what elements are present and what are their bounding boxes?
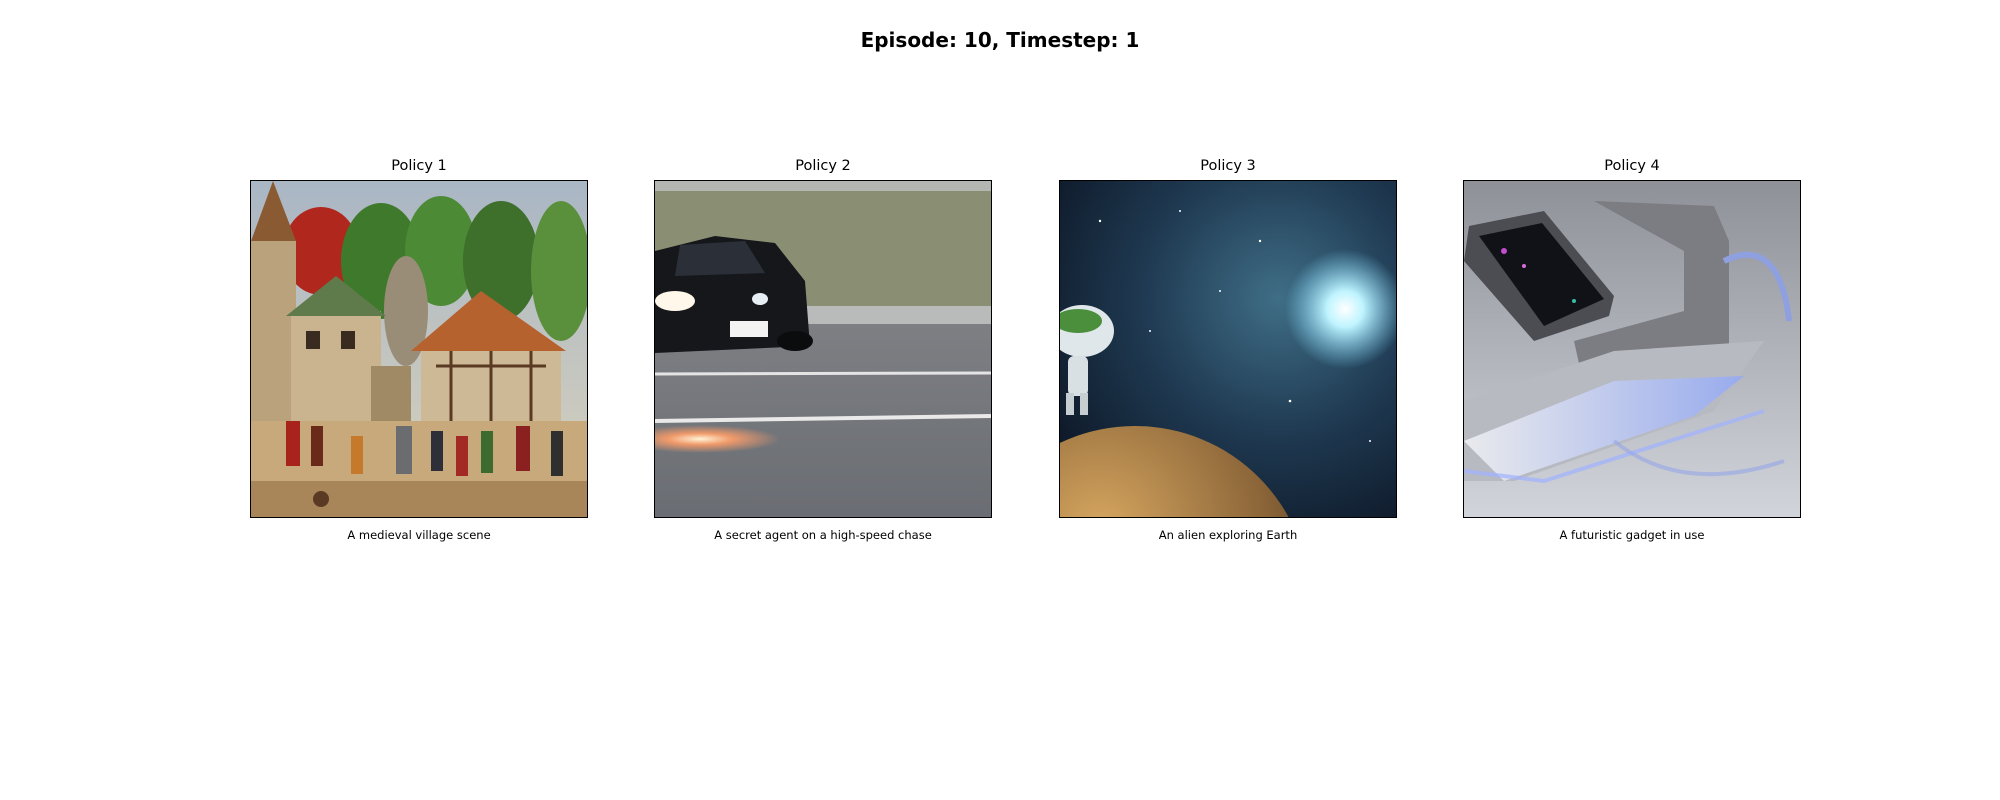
medieval-village-painting-image	[251, 181, 587, 517]
panel-caption-policy-4: A futuristic gadget in use	[1559, 528, 1705, 542]
panel-image-policy-3	[1059, 180, 1397, 518]
panel-image-policy-2	[654, 180, 992, 518]
figure-title: Episode: 10, Timestep: 1	[860, 28, 1140, 52]
alien-on-planet-in-space-image	[1060, 181, 1396, 517]
panel-image-policy-4	[1463, 180, 1801, 518]
speeding-car-on-road-image	[655, 181, 991, 517]
panel-title-policy-2: Policy 2	[795, 158, 851, 174]
panel-title-policy-3: Policy 3	[1200, 158, 1256, 174]
panel-title-policy-1: Policy 1	[391, 158, 447, 174]
panel-title-policy-4: Policy 4	[1604, 158, 1660, 174]
futuristic-gadget-image	[1464, 181, 1800, 517]
panel-caption-policy-2: A secret agent on a high-speed chase	[714, 528, 932, 542]
panel-image-policy-1	[250, 180, 588, 518]
panel-caption-policy-1: A medieval village scene	[347, 528, 491, 542]
panel-caption-policy-3: An alien exploring Earth	[1158, 528, 1298, 542]
